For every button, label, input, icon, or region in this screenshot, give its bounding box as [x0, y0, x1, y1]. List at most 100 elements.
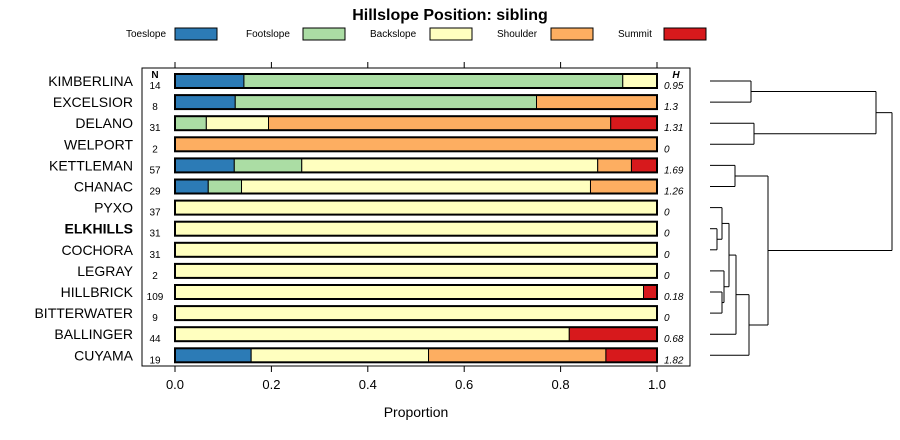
bar-segment-toeslope [174, 157, 235, 173]
bar-segment-shoulder [589, 179, 658, 194]
h-value: 0.68 [664, 334, 684, 345]
n-value: 29 [149, 187, 161, 198]
legend-label-backslope: Backslope [370, 29, 417, 40]
h-value: 0.18 [664, 292, 684, 303]
x-tick-label: 1.0 [648, 377, 666, 392]
bar-segment-footslope [234, 94, 537, 110]
bar-row-kimberlina: KIMBERLINA 14 0.95 [48, 73, 684, 92]
n-value: 37 [149, 208, 161, 219]
soil-label-pyxo: PYXO [94, 200, 133, 216]
soil-label-bitterwater: BITTERWATER [34, 305, 133, 321]
soil-label-cochora: COCHORA [61, 242, 133, 258]
bar-segment-shoulder [597, 157, 632, 173]
soil-label-legray: LEGRAY [77, 263, 133, 279]
dendrogram [710, 80, 893, 356]
h-value: 1.31 [664, 123, 683, 134]
plot-frame [141, 67, 691, 367]
bar-segment-shoulder [174, 136, 658, 152]
soil-label-chanac: CHANAC [74, 179, 133, 195]
bar-outline [174, 220, 658, 237]
chart-title: Hillslope Position: sibling [352, 7, 548, 24]
bar-row-hillbrick: HILLBRICK 109 0.18 [61, 284, 684, 303]
bar-segment-backslope [174, 326, 570, 342]
bar-segment-toeslope [174, 347, 252, 363]
n-value: 19 [149, 355, 161, 366]
bar-segment-summit [630, 157, 658, 173]
x-tick-label: 0.8 [552, 377, 570, 392]
n-value: 8 [152, 102, 158, 113]
bar-segment-backslope [205, 115, 270, 131]
bar-row-chanac: CHANAC 29 1.26 [74, 178, 684, 198]
soil-label-elkhills: ELKHILLS [65, 221, 133, 237]
n-value: 31 [149, 123, 161, 134]
bar-segment-summit [610, 115, 658, 131]
bar-segment-footslope [207, 179, 243, 194]
h-value: 0 [664, 144, 670, 155]
h-value: 1.82 [664, 355, 684, 366]
legend-swatch-summit [663, 27, 707, 41]
bar-row-excelsior: EXCELSIOR 8 1.3 [53, 94, 678, 113]
bar-outline [174, 157, 658, 174]
n-value: 31 [149, 250, 161, 261]
h-column-header: H [672, 70, 680, 81]
bar-segment-shoulder [428, 347, 607, 363]
x-tick-label: 0.4 [359, 377, 377, 392]
bar-segment-summit [643, 284, 658, 300]
n-value: 2 [152, 271, 158, 282]
soil-label-delano: DELANO [75, 115, 133, 131]
h-value: 0 [664, 229, 670, 240]
n-value: 14 [149, 81, 161, 92]
bar-outline [174, 136, 658, 153]
legend-swatch-toeslope [174, 27, 218, 41]
bar-outline [174, 73, 658, 89]
legend-label-footslope: Footslope [246, 29, 290, 40]
bar-outline [174, 284, 658, 300]
bar-outline [174, 94, 658, 111]
bar-row-legray: LEGRAY 2 0 [77, 262, 670, 282]
h-value: 1.26 [664, 187, 684, 198]
bar-row-cochora: COCHORA 31 0 [61, 241, 670, 261]
legend: Toeslope Footslope Backslope Shoulder Summit [126, 27, 707, 41]
bar-outline [174, 241, 658, 258]
h-value: 0 [664, 313, 670, 324]
bar-segment-backslope [174, 284, 645, 300]
legend-label-shoulder: Shoulder [497, 29, 538, 40]
bar-outline [174, 347, 658, 364]
legend-swatch-shoulder [550, 27, 594, 41]
bar-row-elkhills: ELKHILLS 31 0 [65, 220, 670, 240]
bar-segment-summit [568, 326, 658, 342]
n-value: 31 [149, 229, 161, 240]
bar-segment-summit [605, 347, 658, 363]
legend-label-summit: Summit [618, 29, 652, 40]
bar-segment-toeslope [174, 179, 209, 194]
h-value: 0 [664, 250, 670, 261]
x-axis: 0.0 0.2 0.4 0.6 0.8 1.0 [166, 62, 666, 392]
bar-row-delano: DELANO 31 1.31 [75, 115, 683, 134]
bar-segment-backslope [174, 263, 658, 279]
h-value: 0.95 [664, 81, 684, 92]
bar-row-pyxo: PYXO 37 0 [94, 199, 670, 219]
n-value: 44 [149, 334, 161, 345]
bar-segment-backslope [174, 200, 658, 216]
soil-label-kimberlina: KIMBERLINA [48, 73, 133, 89]
n-value: 2 [152, 144, 158, 155]
bar-outline [174, 262, 658, 279]
bar-row-welport: WELPORT 2 0 [64, 136, 670, 155]
legend-swatch-footslope [302, 27, 346, 41]
legend-swatch-backslope [429, 27, 473, 41]
h-value: 0 [664, 208, 670, 219]
bar-outline [174, 326, 658, 343]
bar-segment-backslope [174, 242, 658, 258]
legend-label-toeslope: Toeslope [126, 29, 166, 40]
bar-segment-toeslope [174, 94, 236, 110]
bar-segment-shoulder [268, 115, 612, 131]
bar-segment-toeslope [174, 73, 245, 89]
bar-segment-backslope [301, 157, 599, 173]
bar-segment-backslope [622, 73, 658, 89]
h-value: 0 [664, 271, 670, 282]
bar-segment-footslope [174, 115, 207, 131]
n-column-header: N [151, 70, 158, 81]
soil-label-kettleman: KETTLEMAN [49, 157, 133, 173]
bar-outline [174, 305, 658, 322]
